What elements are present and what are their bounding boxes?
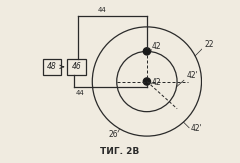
Text: 22: 22 bbox=[204, 40, 214, 49]
Text: ΤИГ. 2В: ΤИГ. 2В bbox=[100, 148, 140, 156]
Text: 48: 48 bbox=[47, 62, 57, 71]
Text: 42: 42 bbox=[152, 42, 162, 51]
Text: 42: 42 bbox=[152, 78, 162, 87]
Circle shape bbox=[143, 78, 150, 85]
Bar bbox=[43, 59, 60, 75]
Text: 42': 42' bbox=[191, 124, 203, 133]
Bar bbox=[67, 59, 86, 75]
Text: 46: 46 bbox=[72, 62, 81, 71]
Text: 44: 44 bbox=[98, 7, 107, 13]
Text: 26: 26 bbox=[108, 130, 118, 139]
Circle shape bbox=[143, 48, 150, 55]
Text: 44: 44 bbox=[75, 89, 84, 96]
Text: 42': 42' bbox=[186, 71, 198, 80]
